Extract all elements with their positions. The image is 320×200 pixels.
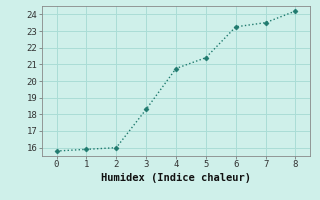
X-axis label: Humidex (Indice chaleur): Humidex (Indice chaleur) [101,173,251,183]
